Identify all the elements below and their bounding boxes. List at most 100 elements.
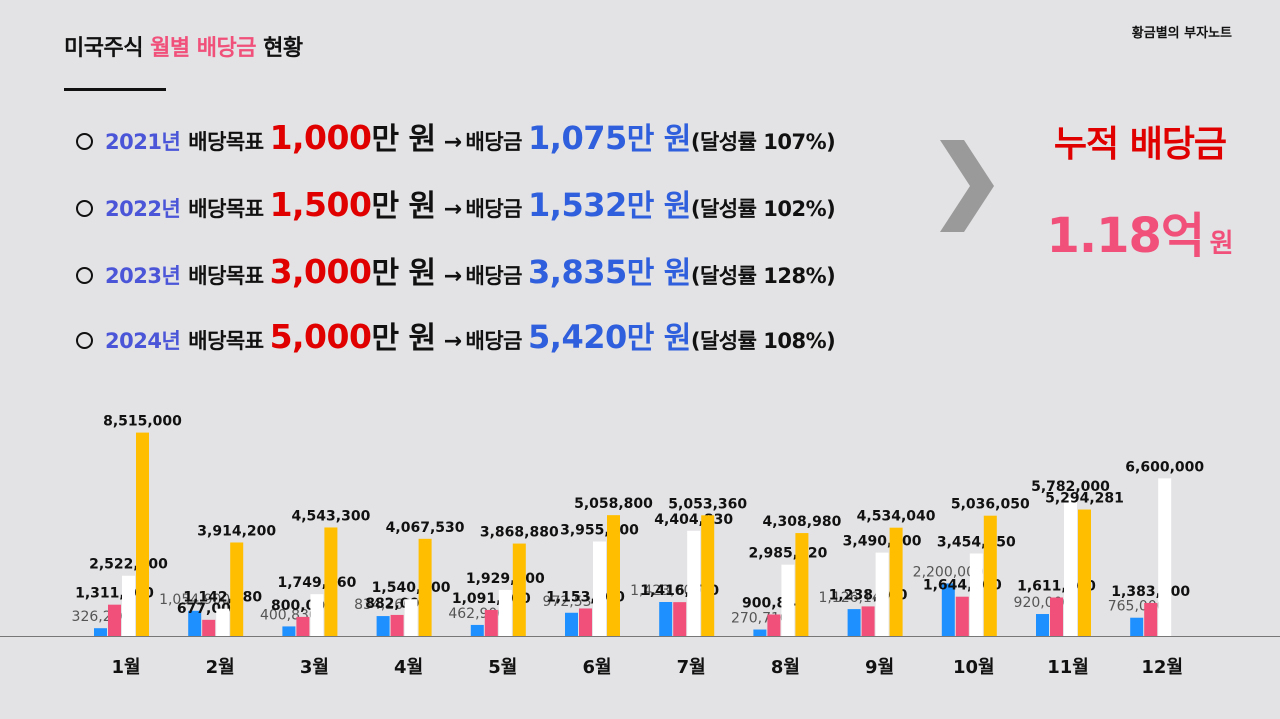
x-tick-label: 9월 <box>865 657 894 678</box>
goal-year: 2022년 <box>105 197 181 221</box>
bar <box>847 609 861 636</box>
goal-target: 1,000 <box>269 118 372 157</box>
bar <box>593 541 606 636</box>
data-label: 5,058,800 <box>574 496 653 512</box>
bar <box>889 527 903 636</box>
dividend-amount: 1,532 <box>528 186 627 224</box>
bar <box>1130 617 1144 636</box>
bar <box>969 553 983 636</box>
bar <box>1144 602 1158 636</box>
data-label: 1,142,880 <box>183 590 262 606</box>
bar <box>579 608 592 636</box>
goal-year: 2021년 <box>105 130 181 154</box>
goal-year: 2024년 <box>105 329 181 353</box>
bar <box>216 608 230 636</box>
data-label: 2,200,000 <box>913 564 984 580</box>
bullet-circle-icon <box>76 332 93 349</box>
bar <box>188 610 202 636</box>
bar <box>673 602 687 636</box>
bar <box>202 619 216 636</box>
arrow-icon: → <box>443 197 462 222</box>
data-label: 4,534,040 <box>857 509 936 525</box>
goal-label: 배당목표 <box>188 130 264 154</box>
data-label: 1,540,000 <box>372 580 451 596</box>
cumulative-unit: 원 <box>1209 229 1234 259</box>
data-label: 5,782,000 <box>1031 479 1110 495</box>
bar <box>983 515 997 636</box>
data-label: 3,955,800 <box>560 523 639 539</box>
bar <box>1036 614 1049 636</box>
title-part2: 현황 <box>256 36 303 61</box>
data-label: 1,383,000 <box>1111 584 1190 600</box>
goal-target-unit: 만 원 <box>371 122 436 157</box>
x-tick-label: 8월 <box>771 657 800 678</box>
data-label: 5,053,360 <box>668 496 747 512</box>
bar <box>404 599 418 636</box>
goal-target-unit: 만 원 <box>371 256 436 291</box>
dividend-unit: 만 원 <box>626 321 692 356</box>
bar <box>390 614 404 636</box>
goal-target: 3,000 <box>269 252 372 291</box>
dividend-unit: 만 원 <box>626 122 692 157</box>
dividend-label: 배당금 <box>465 329 523 353</box>
data-label: 834,260 <box>354 597 412 613</box>
goal-label: 배당목표 <box>188 197 264 221</box>
data-label: 1,749,960 <box>277 575 356 591</box>
bullet-circle-icon <box>76 200 93 217</box>
dividend-amount: 1,075 <box>528 119 627 157</box>
bar <box>470 624 484 636</box>
bar <box>781 564 795 636</box>
dividend-unit: 만 원 <box>626 256 692 291</box>
x-tick-label: 7월 <box>677 657 706 678</box>
data-label: 4,308,980 <box>762 514 841 530</box>
bar <box>122 575 135 636</box>
data-label: 4,067,530 <box>386 520 465 536</box>
bar <box>1064 497 1077 636</box>
bar <box>659 602 673 636</box>
bar <box>941 583 955 636</box>
x-tick-label: 12월 <box>1141 657 1183 678</box>
data-label: 5,294,281 <box>1045 491 1124 507</box>
title-part1: 미국주식 <box>64 36 151 61</box>
arrow-icon: → <box>443 130 462 155</box>
data-label: 4,543,300 <box>291 508 370 524</box>
achievement-rate: (달성률 128%) <box>690 264 836 288</box>
data-label: 2,985,920 <box>748 546 827 562</box>
bar <box>512 543 526 636</box>
x-tick-label: 6월 <box>582 657 611 678</box>
data-label: 3,914,200 <box>197 523 276 539</box>
data-label: 8,515,000 <box>103 414 182 430</box>
dividend-label: 배당금 <box>465 130 523 154</box>
arrow-icon: → <box>443 264 462 289</box>
bar <box>607 515 620 636</box>
goal-row-2024: 2024년 배당목표 5,000 만 원 → 배당금 5,420 만 원 (달성… <box>76 313 836 357</box>
goal-year: 2023년 <box>105 264 181 288</box>
dividend-unit: 만 원 <box>626 189 692 224</box>
arrow-icon: → <box>443 329 462 354</box>
data-label: 6,600,000 <box>1125 459 1204 475</box>
bullet-circle-icon <box>76 267 93 284</box>
title-highlight: 월별 배당금 <box>150 36 256 61</box>
achievement-rate: (달성률 107%) <box>690 130 836 154</box>
bar <box>108 604 121 636</box>
goal-label: 배당목표 <box>188 264 264 288</box>
goal-row-2022: 2022년 배당목표 1,500 만 원 → 배당금 1,532 만 원 (달성… <box>76 181 836 225</box>
bar <box>795 533 809 636</box>
bar <box>875 552 889 636</box>
data-label: 3,490,500 <box>843 534 922 550</box>
page-title: 미국주식 월별 배당금 현황 <box>64 30 303 62</box>
x-tick-label: 10월 <box>953 657 995 678</box>
bar <box>418 538 432 636</box>
goal-target: 1,500 <box>269 185 372 224</box>
data-label: 4,404,830 <box>654 512 733 528</box>
bar <box>230 542 244 636</box>
goal-row-2023: 2023년 배당목표 3,000 만 원 → 배당금 3,835 만 원 (달성… <box>76 248 836 292</box>
data-label: 3,454,650 <box>937 534 1016 550</box>
bar <box>1158 478 1172 636</box>
bar <box>324 527 338 636</box>
data-label: 1,423,000 <box>630 583 701 599</box>
brand-label: 황금별의 부자노트 <box>1131 26 1232 41</box>
x-tick-label: 5월 <box>488 657 517 678</box>
x-tick-label: 1월 <box>111 657 140 678</box>
goal-row-2021: 2021년 배당목표 1,000 만 원 → 배당금 1,075 만 원 (달성… <box>76 114 836 158</box>
